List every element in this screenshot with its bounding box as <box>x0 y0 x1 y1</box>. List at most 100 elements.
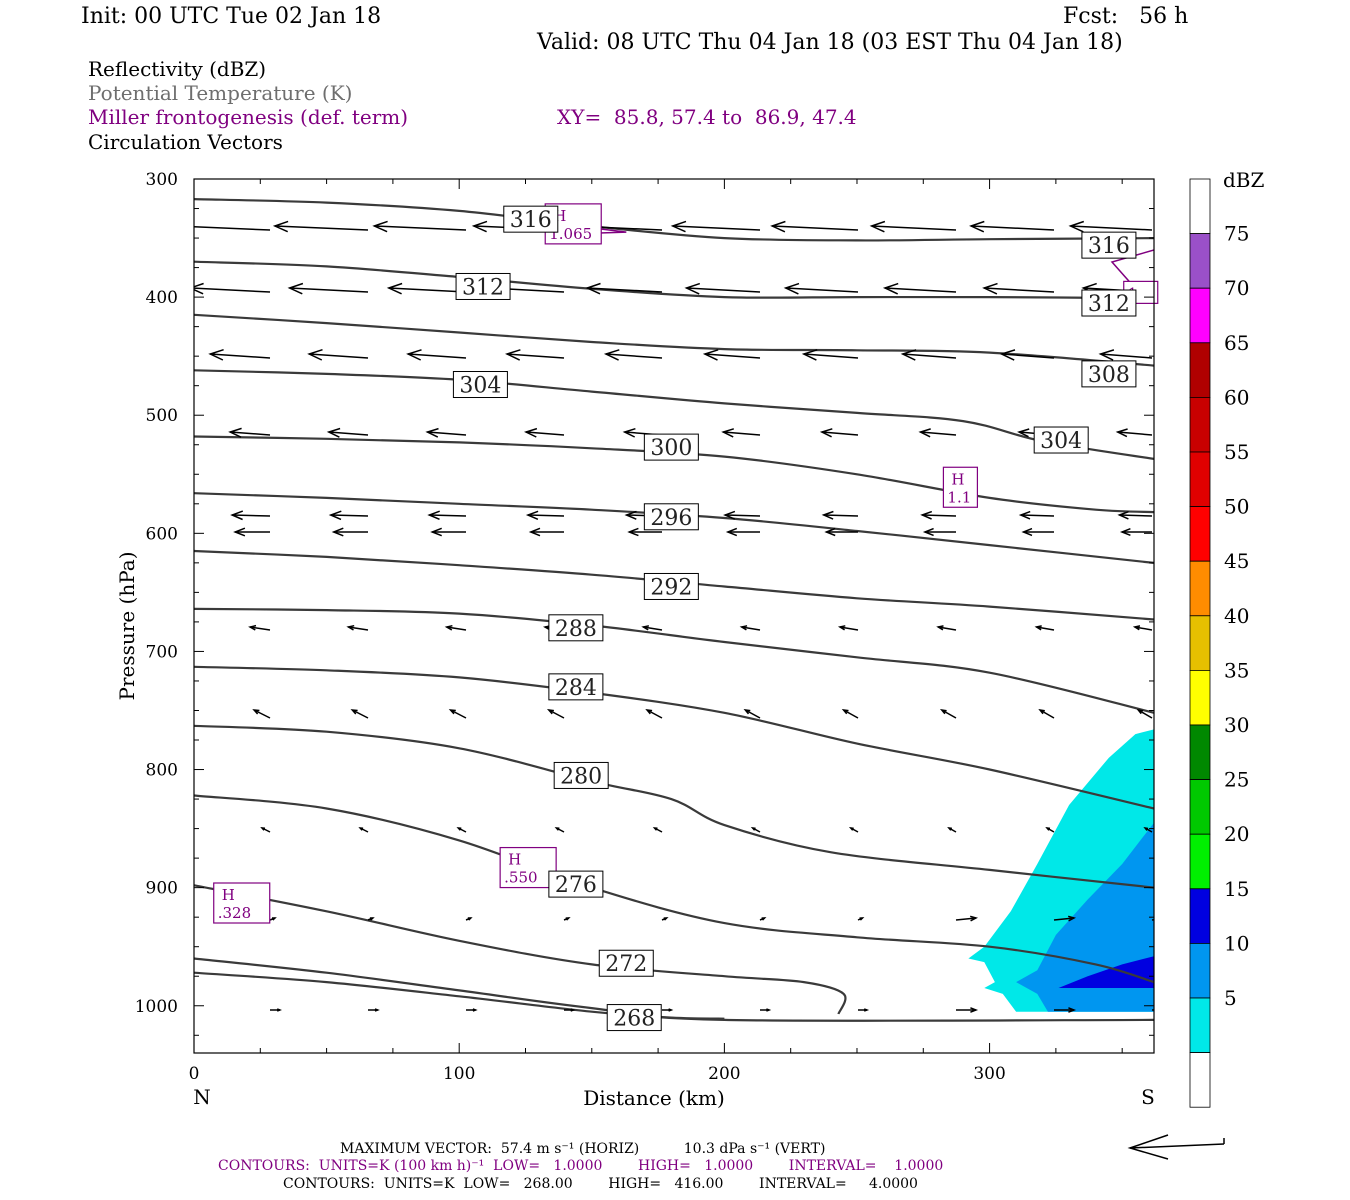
circulation-vector-18 <box>982 282 1055 295</box>
y-tick-label-900: 900 <box>146 879 178 899</box>
colorbar-label-65: 65 <box>1224 331 1249 355</box>
circulation-vector-27 <box>900 349 957 361</box>
circulation-vector-43 <box>525 510 565 520</box>
y-axis-label: Pressure (hPa) <box>115 552 139 701</box>
theta-label-text: 272 <box>605 952 647 977</box>
circulation-vector-101 <box>368 1008 380 1012</box>
theta-label-280-0: 280 <box>553 761 609 789</box>
colorbar-segment-0 <box>1189 178 1211 234</box>
circulation-vector-29 <box>1098 349 1153 361</box>
colorbar-label-40: 40 <box>1224 604 1249 628</box>
circulation-vector-50 <box>233 527 270 537</box>
theta-label-text: 276 <box>555 873 597 898</box>
ref-arrow-shaft <box>1129 1143 1225 1149</box>
frontogenesis-layer <box>522 225 1154 291</box>
theta-label-text: 284 <box>555 676 597 701</box>
colorbar: dBZ 75 70 65 60 55 50 45 40 35 30 25 20 15 10 5 <box>1189 168 1265 1108</box>
circulation-vector-79 <box>1136 708 1153 719</box>
colorbar-label-60: 60 <box>1224 385 1249 409</box>
theta-contour-284 <box>194 665 1154 810</box>
y-tick-label-500: 500 <box>146 406 178 426</box>
circulation-vector-71 <box>350 709 369 719</box>
circulation-vector-67 <box>936 625 957 631</box>
circulation-vector-57 <box>922 527 956 537</box>
circulation-vector-93 <box>563 917 571 921</box>
y-tick-label-300: 300 <box>146 170 178 190</box>
frontogenesis-max-marker: H <box>222 886 235 904</box>
theta-label-288-0: 288 <box>548 614 604 642</box>
circulation-vector-97 <box>955 915 979 922</box>
circulation-vector-108 <box>1054 1007 1077 1013</box>
circulation-vector-2 <box>372 220 467 233</box>
frontogenesis-max-value: .550 <box>504 869 537 887</box>
circulation-vector-74 <box>645 709 663 719</box>
colorbar-segment-1 <box>1189 233 1211 289</box>
circulation-vector-84 <box>652 827 663 833</box>
colorbar-label-70: 70 <box>1224 276 1249 300</box>
y-tick-label-1000: 1000 <box>135 997 178 1017</box>
max-vector-arrow <box>1127 1134 1225 1160</box>
colorbar-segment-12 <box>1189 833 1211 890</box>
colorbar-segment-15 <box>1189 997 1211 1053</box>
y-tick-label-400: 400 <box>146 288 178 308</box>
circulation-vector-37 <box>918 428 957 438</box>
theta-label-text: 308 <box>1088 363 1130 388</box>
circulation-vector-28 <box>999 349 1055 361</box>
colorbar-segment-14 <box>1189 943 1211 999</box>
circulation-vector-54 <box>627 527 662 537</box>
circulation-vector-60 <box>248 624 271 631</box>
footer-contours-frontogenesis: CONTOURS: UNITS=K (100 km h)⁻¹ LOW= 1.00… <box>218 1158 944 1174</box>
circulation-vector-32 <box>425 427 467 438</box>
circulation-vector-72 <box>448 709 467 719</box>
colorbar-segment-6 <box>1189 506 1211 562</box>
circulation-vector-90 <box>269 917 277 921</box>
circulation-vector-64 <box>641 625 663 631</box>
circulation-vector-89 <box>1143 826 1153 833</box>
theta-label-284-0: 284 <box>548 673 604 701</box>
cross-section-endpoints: XY= 85.8, 57.4 to 86.9, 47.4 <box>557 105 857 129</box>
y-tick-label-600: 600 <box>146 524 178 544</box>
circulation-vector-45 <box>723 510 761 520</box>
circulation-vector-76 <box>841 709 859 719</box>
colorbar-label-5: 5 <box>1224 986 1237 1010</box>
theta-label-316-1: 316 <box>1081 231 1137 259</box>
circulation-vector-91 <box>367 917 375 921</box>
circulation-vector-62 <box>444 624 467 631</box>
frontogenesis-max-2: H.550 <box>499 846 557 889</box>
theta-label-text: 292 <box>650 575 692 600</box>
circulation-vector-48 <box>1018 510 1055 520</box>
circulation-vector-16 <box>783 282 859 295</box>
circulation-vector-31 <box>326 427 369 438</box>
circulation-vector-14 <box>585 282 663 295</box>
reflectivity-layer <box>968 729 1154 1012</box>
circulation-vector-107 <box>956 1007 979 1013</box>
circulation-vector-53 <box>528 527 564 537</box>
theta-label-316-0: 316 <box>503 205 559 233</box>
x-tick-label-300: 300 <box>973 1064 1005 1084</box>
theta-contour-288 <box>194 607 1154 714</box>
colorbar-label-15: 15 <box>1224 877 1249 901</box>
theta-contour-276 <box>194 794 1154 984</box>
circulation-vector-0 <box>194 226 271 231</box>
theta-contour-layer <box>194 198 1154 1022</box>
colorbar-title: dBZ <box>1223 168 1265 192</box>
legend-circulation-vectors: Circulation Vectors <box>88 130 283 154</box>
circulation-vector-56 <box>824 527 858 537</box>
reflectivity-15-dbz-region <box>1058 956 1154 988</box>
legend-reflectivity: Reflectivity (dBZ) <box>88 57 267 81</box>
circulation-vector-98 <box>1053 915 1077 922</box>
legend-potential-temperature: Potential Temperature (K) <box>88 81 353 105</box>
circulation-vector-21 <box>307 348 369 361</box>
theta-label-text: 288 <box>555 617 597 642</box>
circulation-vector-5 <box>670 220 761 233</box>
circulation-vector-75 <box>743 709 761 719</box>
circulation-vector-65 <box>739 625 761 631</box>
frontogenesis-max-value: 1.1 <box>947 488 971 506</box>
theta-contour-316 <box>194 198 1154 242</box>
circulation-vector-8 <box>969 220 1055 233</box>
theta-label-304-0: 304 <box>452 371 508 399</box>
circulation-vector-77 <box>939 708 957 719</box>
theta-label-text: 316 <box>510 208 552 233</box>
theta-label-text: 300 <box>650 436 692 461</box>
